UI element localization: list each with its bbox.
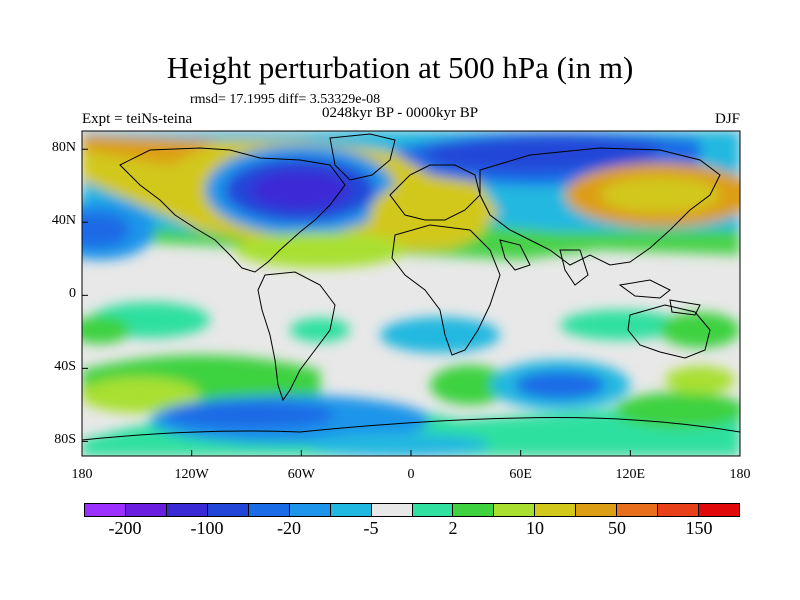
colorbar-swatch: [288, 504, 330, 516]
colorbar-swatch: [411, 504, 453, 516]
coastlines: [82, 133, 740, 441]
colorbar-swatch: [698, 504, 739, 516]
lon-tick-label: 120E: [615, 467, 646, 482]
axis-ticks: [81, 148, 741, 456]
colorbar-swatch: [247, 504, 289, 516]
colorbar-swatch: [85, 504, 125, 516]
colorbar-label: -100: [190, 518, 224, 538]
colorbar-swatch: [657, 504, 699, 516]
period-label: 0248kyr BP - 0000kyr BP: [322, 105, 479, 121]
colorbar-swatch: [124, 504, 166, 516]
colorbar-swatch: [493, 504, 535, 516]
colorbar-swatch: [206, 504, 248, 516]
colorbar-swatch: [575, 504, 617, 516]
lat-tick-label: 0: [69, 286, 76, 302]
colorbar-swatch: [616, 504, 658, 516]
colorbar-swatch: [452, 504, 494, 516]
colorbar-label: 10: [526, 518, 544, 538]
colorbar-label: 50: [608, 518, 626, 538]
colorbar: [84, 503, 740, 517]
colorbar-swatch: [329, 504, 371, 516]
experiment-label: Expt = teiNs-teina: [82, 111, 193, 127]
colorbar-label: -20: [277, 518, 301, 538]
lon-tick-label: 60W: [287, 467, 315, 482]
colorbar-label: -200: [108, 518, 142, 538]
lat-tick-label: 40N: [51, 213, 76, 229]
colorbar-label: -5: [363, 518, 379, 538]
season-label: DJF: [714, 111, 740, 127]
lat-tick-label: 80N: [51, 140, 76, 156]
contour-field: [82, 131, 740, 456]
lon-tick-label: 60E: [509, 467, 532, 482]
lon-tick-label: 120W: [174, 467, 209, 482]
colorbar-swatch: [534, 504, 576, 516]
colorbar-swatch: [370, 504, 412, 516]
stats-line: rmsd= 17.1995 diff= 3.53329e-08: [190, 92, 381, 107]
lat-tick-label: 40S: [54, 359, 76, 375]
lon-tick-label: 180: [729, 467, 751, 482]
colorbar-label: 2: [448, 518, 458, 538]
lon-tick-label: 0: [407, 467, 415, 482]
lat-tick-label: 80S: [54, 432, 76, 448]
colorbar-swatch: [165, 504, 207, 516]
colorbar-label: 150: [685, 518, 713, 538]
lon-tick-label: 180: [71, 467, 93, 482]
map-title: Height perturbation at 500 hPa (in m): [166, 50, 634, 85]
